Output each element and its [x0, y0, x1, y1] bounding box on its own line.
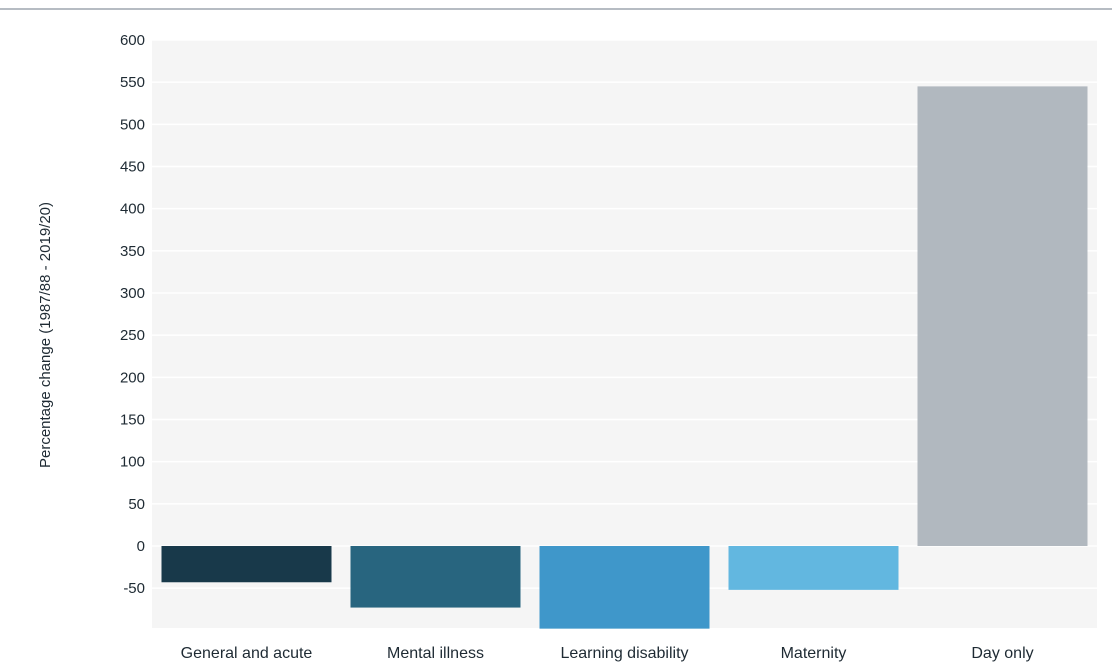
y-tick-label: 500 — [120, 116, 145, 133]
bar — [917, 86, 1088, 546]
x-category-label: General and acute — [181, 645, 313, 662]
y-tick-label: 200 — [120, 369, 145, 386]
y-tick-label: 450 — [120, 159, 145, 176]
x-category-label: Day only — [971, 645, 1033, 662]
bar — [728, 546, 899, 590]
y-axis-title: Percentage change (1987/88 - 2019/20) — [37, 202, 54, 468]
y-tick-label: 0 — [137, 538, 145, 555]
y-tick-label: 600 — [120, 32, 145, 49]
y-tick-label: 550 — [120, 74, 145, 91]
x-category-label: Mental illness — [387, 645, 484, 662]
bar — [539, 546, 710, 629]
y-tick-label: 350 — [120, 243, 145, 260]
y-tick-label: 250 — [120, 327, 145, 344]
bar — [161, 546, 332, 583]
top-rule — [0, 8, 1112, 10]
y-tick-label: 400 — [120, 201, 145, 218]
x-axis-categories: General and acute Mental illness Learning … — [181, 645, 1034, 662]
bar — [350, 546, 521, 608]
y-tick-label: 50 — [128, 496, 145, 513]
y-tick-label: 300 — [120, 285, 145, 302]
bars — [161, 86, 1088, 629]
y-tick-label: 150 — [120, 412, 145, 429]
y-tick-label: -50 — [123, 580, 145, 597]
x-category-label: Maternity — [781, 645, 847, 662]
y-tick-label: 100 — [120, 454, 145, 471]
x-category-label: Learning disability — [560, 645, 688, 662]
